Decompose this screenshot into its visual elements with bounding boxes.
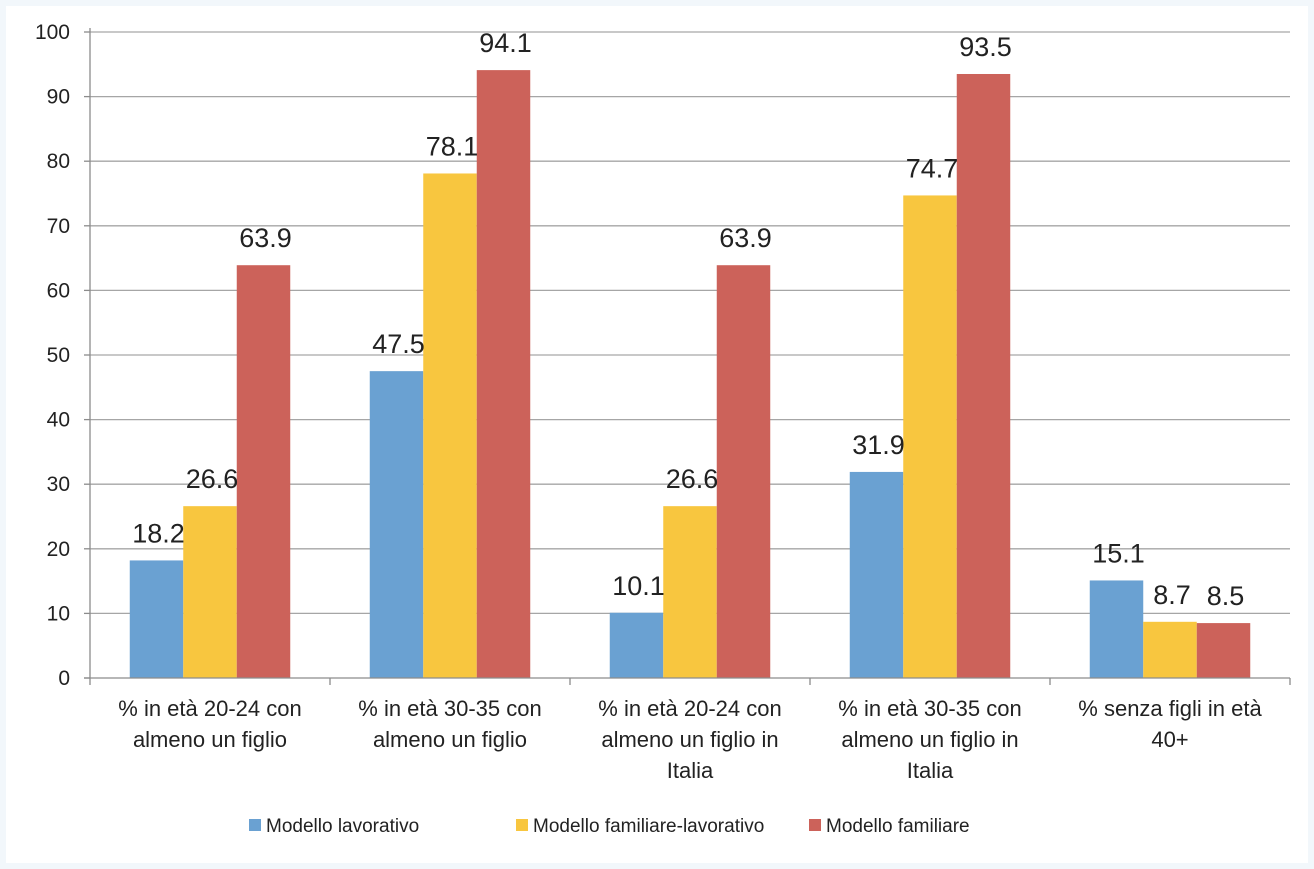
- bar: [956, 73, 1011, 679]
- bar: [609, 612, 664, 678]
- bar: [1143, 621, 1197, 678]
- y-tick-label: 60: [47, 279, 70, 302]
- y-tick-label: 0: [58, 667, 70, 690]
- legend: Modello lavorativo Modello familiare-lavo…: [249, 816, 970, 837]
- bar: [663, 506, 717, 678]
- bar: [476, 70, 531, 678]
- bar: [129, 560, 184, 678]
- y-tick-label: 40: [47, 409, 70, 432]
- data-label: 10.1: [612, 571, 665, 601]
- chart-frame: 0 10 20 30 40 50 60 70 80 90 100 18.2 26.6 63.9 47.5 7…: [6, 6, 1308, 863]
- data-label: 63.9: [719, 223, 772, 253]
- legend-label: Modello familiare-lavorativo: [533, 816, 764, 837]
- legend-label: Modello familiare: [826, 816, 970, 837]
- bar: [1196, 623, 1251, 678]
- data-label: 26.6: [666, 464, 719, 494]
- y-tick-label: 80: [47, 150, 70, 173]
- category-label: % in età 20-24 con almeno un figlio: [118, 696, 301, 752]
- data-label: 26.6: [186, 464, 239, 494]
- data-label: 15.1: [1092, 538, 1145, 568]
- legend-swatch: [809, 819, 821, 831]
- category-label: % in età 30-35 con almeno un figlio: [358, 696, 541, 752]
- bar: [903, 195, 957, 679]
- category-label: % in età 30-35 con almeno un figlio in Ita…: [838, 696, 1021, 783]
- data-label: 78.1: [426, 131, 479, 161]
- bar: [849, 471, 904, 678]
- data-label: 8.7: [1153, 580, 1191, 610]
- data-label: 47.5: [372, 329, 425, 359]
- data-label: 94.1: [479, 28, 532, 58]
- category-label: % in età 20-24 con almeno un figlio in Ita…: [598, 696, 781, 783]
- data-label: 18.2: [132, 518, 185, 548]
- axes: [84, 28, 1291, 685]
- data-labels: 18.226.663.947.578.194.110.126.663.931.9…: [132, 28, 1244, 611]
- bar: [183, 506, 237, 678]
- data-label: 63.9: [239, 223, 292, 253]
- bar: [716, 265, 771, 678]
- data-label: 74.7: [906, 153, 959, 183]
- bars: [129, 70, 1251, 679]
- bar: [1089, 580, 1144, 678]
- bar: [236, 265, 291, 678]
- data-label: 31.9: [852, 430, 905, 460]
- y-tick-label: 70: [47, 215, 70, 238]
- y-tick-label: 10: [47, 602, 70, 625]
- y-tick-label: 20: [47, 538, 70, 561]
- data-label: 8.5: [1207, 581, 1245, 611]
- y-tick-label: 90: [47, 86, 70, 109]
- legend-swatch: [516, 819, 528, 831]
- y-axis-tick-labels: 0 10 20 30 40 50 60 70 80 90 100: [35, 21, 70, 690]
- y-tick-label: 50: [47, 344, 70, 367]
- bar: [423, 173, 477, 678]
- data-label: 93.5: [959, 32, 1012, 62]
- category-label: % senza figli in età 40+: [1078, 696, 1262, 752]
- legend-label: Modello lavorativo: [266, 816, 419, 837]
- bar: [369, 371, 424, 678]
- y-tick-label: 100: [35, 21, 70, 44]
- y-tick-label: 30: [47, 473, 70, 496]
- legend-swatch: [249, 819, 261, 831]
- category-labels: % in età 20-24 con almeno un figlio % in e…: [118, 696, 1262, 783]
